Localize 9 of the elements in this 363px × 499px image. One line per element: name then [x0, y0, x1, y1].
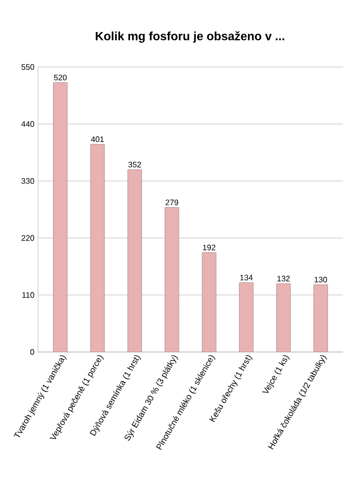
bar — [53, 82, 68, 352]
bar — [202, 252, 216, 352]
bar — [239, 282, 254, 352]
chart-title: Kolik mg fosforu je obsaženo v ... — [96, 31, 284, 43]
bar — [276, 283, 291, 352]
bar — [164, 207, 180, 352]
bar — [90, 144, 105, 352]
bar — [313, 284, 328, 352]
bar — [128, 169, 142, 352]
